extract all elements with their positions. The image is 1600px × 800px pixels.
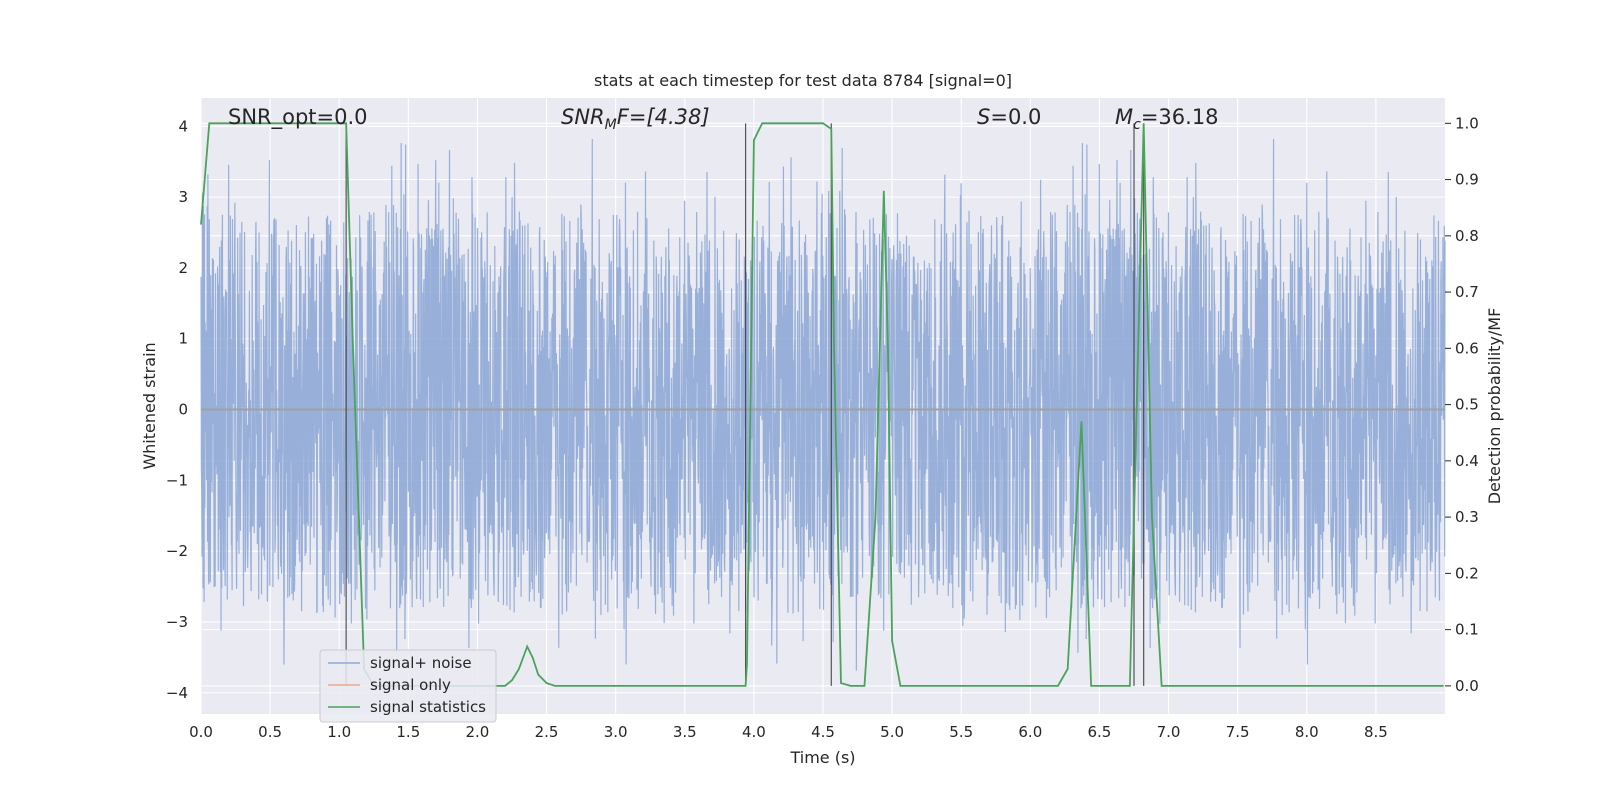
y-right-tick-labels: 1.0 0.9 0.8 0.7 0.6 0.5 0.4 0.3 0.2 0.1 0.0 (1445, 114, 1479, 695)
annotation-mc-sub: c (1133, 117, 1141, 133)
legend-label-signal-statistics: signal statistics (370, 698, 486, 716)
y-right-tick-label: 0.7 (1455, 283, 1479, 301)
y-right-tick-label: 0.8 (1455, 227, 1479, 245)
x-tick-label: 5.5 (949, 723, 973, 741)
annotation-snr-mf-sub: M (605, 117, 617, 133)
x-tick-label: 1.5 (396, 723, 420, 741)
y-left-tick-label: 3 (178, 188, 188, 206)
y-right-tick-label: 0.0 (1455, 677, 1479, 695)
x-tick-label: 2.0 (466, 723, 490, 741)
annotation-mc: Mc=36.18 (1115, 105, 1219, 133)
x-tick-labels: 0.0 0.5 1.0 1.5 2.0 2.5 3.0 3.5 4.0 4.5 5.0 5.5 6.0 6… (189, 723, 1388, 741)
y-left-tick-label: 2 (178, 259, 188, 277)
y-left-tick-label: 4 (178, 117, 188, 135)
x-tick-label: 7.5 (1226, 723, 1250, 741)
annotation-s-rest: =0.0 (990, 105, 1041, 129)
x-tick-label: 0.5 (258, 723, 282, 741)
x-tick-label: 6.0 (1018, 723, 1042, 741)
x-tick-label: 6.5 (1088, 723, 1112, 741)
y-left-tick-labels: 4 3 2 1 0 −1 −2 −3 −4 (166, 117, 188, 701)
x-tick-label: 5.0 (880, 723, 904, 741)
y-left-tick-label: −4 (166, 684, 188, 702)
y-left-tick-label: −2 (166, 542, 188, 560)
y-left-tick-label: −3 (166, 613, 188, 631)
x-tick-label: 3.5 (673, 723, 697, 741)
legend-label-signal-plus-noise: signal+ noise (370, 654, 472, 672)
annotation-s-base: S (977, 105, 990, 129)
x-tick-label: 8.0 (1295, 723, 1319, 741)
x-tick-label: 2.5 (535, 723, 559, 741)
y-right-tick-label: 0.6 (1455, 339, 1479, 357)
annotation-mc-rest: =36.18 (1141, 105, 1219, 129)
signal-plus-noise-series (200, 138, 1446, 671)
vertical-markers (345, 123, 1145, 686)
annotation-snr-mf-base: SNR (561, 105, 605, 129)
y-right-tick-label: 0.4 (1455, 452, 1479, 470)
y-left-tick-label: −1 (166, 471, 188, 489)
y-right-tick-label: 0.5 (1455, 396, 1479, 414)
signal-plus-noise-line (200, 138, 1446, 671)
x-tick-label: 0.0 (189, 723, 213, 741)
legend-box (319, 649, 497, 723)
y-right-tick-label: 0.1 (1455, 621, 1479, 639)
y-right-tick-label: 0.3 (1455, 508, 1479, 526)
legend-label-signal-only: signal only (370, 676, 451, 694)
annotation-snr-mf: SNRMF=[4.38] (561, 105, 710, 133)
y-left-axis-label: Whitened strain (140, 342, 159, 469)
annotation-snr-mf-rest: F=[4.38] (617, 105, 710, 129)
x-tick-label: 7.0 (1157, 723, 1181, 741)
annotation-snr-opt: SNR_opt=0.0 (228, 105, 368, 130)
x-tick-label: 8.5 (1364, 723, 1388, 741)
y-left-tick-label: 1 (178, 330, 188, 348)
annotation-s: S=0.0 (977, 105, 1041, 129)
y-right-tick-label: 1.0 (1455, 114, 1479, 132)
x-tick-label: 1.0 (327, 723, 351, 741)
x-tick-label: 3.0 (604, 723, 628, 741)
y-right-axis-label: Detection probability/MF (1485, 308, 1504, 505)
annotation-mc-base: M (1115, 105, 1133, 129)
x-axis-label: Time (s) (789, 748, 855, 767)
y-left-tick-label: 0 (178, 401, 188, 419)
y-right-tick-label: 0.2 (1455, 564, 1479, 582)
x-tick-label: 4.0 (742, 723, 766, 741)
legend: signal+ noise signal only signal statist… (319, 649, 497, 723)
chart-title: stats at each timestep for test data 878… (594, 71, 1012, 90)
x-tick-label: 4.5 (811, 723, 835, 741)
y-right-tick-label: 0.9 (1455, 171, 1479, 189)
